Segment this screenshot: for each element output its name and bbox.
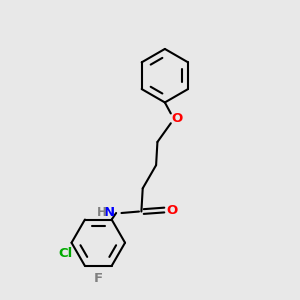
Text: N: N bbox=[103, 206, 115, 219]
Text: O: O bbox=[167, 203, 178, 217]
Text: Cl: Cl bbox=[58, 247, 73, 260]
Text: O: O bbox=[172, 112, 183, 125]
Text: H: H bbox=[97, 206, 106, 219]
Text: F: F bbox=[94, 272, 103, 285]
